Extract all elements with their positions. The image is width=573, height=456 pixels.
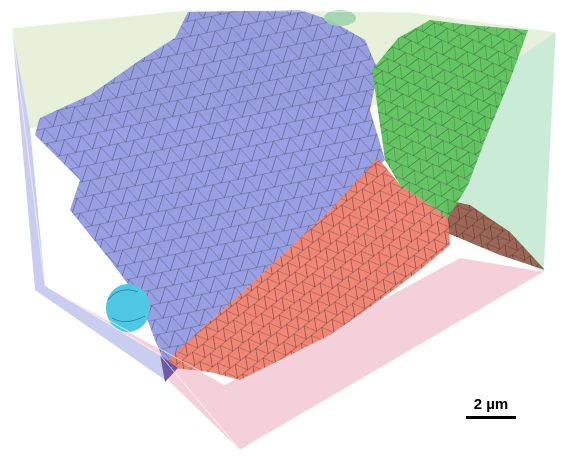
cyan-grain-surface [106,284,150,332]
box-edges [11,9,557,451]
green-grain-fragment [324,10,356,26]
box-bottom-face [48,258,544,450]
scale-bar-label: 2 µm [473,396,509,413]
scale-bar: 2 µm [466,396,516,419]
red-grain-surface [168,158,450,380]
box-left-face [12,28,165,380]
blue-grain-surface [35,10,385,370]
purple-grain-fragment [160,355,178,382]
green-grain-surface [372,20,528,218]
scale-bar-line [466,416,516,419]
brown-grain-surface [445,200,545,270]
